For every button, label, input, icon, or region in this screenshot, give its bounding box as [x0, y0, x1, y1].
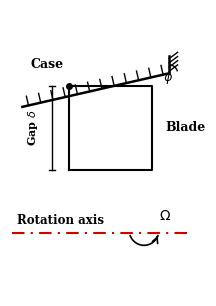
Text: $\varphi$: $\varphi$ — [163, 72, 173, 85]
Text: $\Omega$: $\Omega$ — [159, 209, 171, 223]
Text: Rotation axis: Rotation axis — [17, 214, 104, 227]
Text: Blade: Blade — [165, 121, 205, 134]
Text: Gap $\delta$: Gap $\delta$ — [26, 110, 40, 146]
Text: Case: Case — [31, 58, 64, 71]
